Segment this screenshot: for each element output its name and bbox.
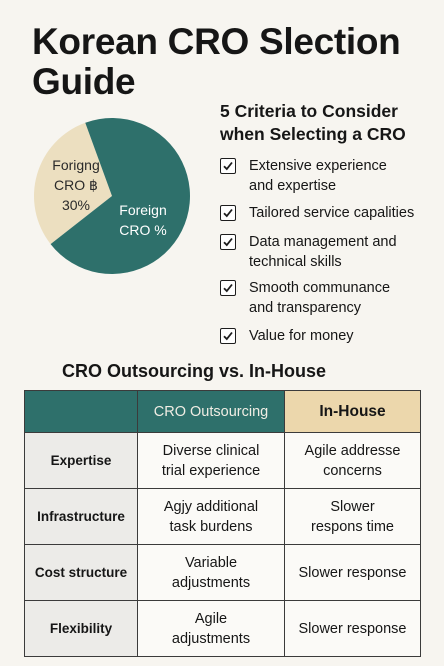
table-cell: Slower response bbox=[284, 544, 421, 601]
cell-line: Slower response bbox=[298, 564, 407, 581]
criteria-item-line: and expertise bbox=[249, 178, 337, 194]
pie-label-foreign-line: Foreign bbox=[119, 202, 167, 218]
cell-line: Diverse clinical bbox=[162, 442, 260, 459]
market-share-pie-chart bbox=[33, 118, 190, 274]
table-cell: Variable adjustments bbox=[137, 544, 285, 601]
table-row: Flexibility Agile adjustments Slower res… bbox=[24, 600, 421, 657]
check-icon[interactable] bbox=[220, 205, 236, 221]
criteria-item-line: technical skills bbox=[249, 254, 342, 270]
cell-line: Variable bbox=[184, 554, 238, 571]
cell-line: Slower response bbox=[298, 620, 407, 637]
table-header-row: CRO Outsourcing In-House bbox=[24, 390, 421, 433]
cell-line: Agile addresse bbox=[304, 442, 401, 459]
column-header-inhouse: In-House bbox=[284, 390, 421, 433]
criteria-item-text: Extensive experience and expertise bbox=[249, 156, 444, 196]
comparison-table: CRO Outsourcing In-House Expertise Diver… bbox=[24, 390, 421, 657]
criteria-item-text: Data management and technical skills bbox=[249, 232, 444, 272]
table-cell: Agjy additional task burdens bbox=[137, 488, 285, 545]
criteria-item-text: Smooth communance and transparency bbox=[249, 278, 444, 318]
cell-line: task burdens bbox=[169, 518, 253, 535]
check-icon[interactable] bbox=[220, 234, 236, 250]
cell-line: respons time bbox=[310, 518, 394, 535]
table-cell: Slower response bbox=[284, 600, 421, 657]
pie-label-korean-line: 30% bbox=[61, 197, 91, 213]
table-cell: Slower respons time bbox=[284, 488, 421, 545]
cell-line: Agile bbox=[194, 610, 228, 627]
row-header: Infrastructure bbox=[24, 488, 138, 545]
pie-label-korean-line: Forigng bbox=[52, 157, 100, 173]
cell-line: Agjy additional bbox=[163, 498, 259, 515]
row-header: Cost structure bbox=[24, 544, 138, 601]
pie-slice-korean bbox=[33, 122, 112, 245]
table-row: Cost structure Variable adjustments Slow… bbox=[24, 544, 421, 601]
pie-label-foreign: Foreign CRO % bbox=[105, 200, 181, 240]
cell-line: trial experience bbox=[161, 462, 261, 479]
row-header: Expertise bbox=[24, 432, 138, 489]
criteria-item-text: Value for money bbox=[249, 326, 444, 346]
check-icon[interactable] bbox=[220, 328, 236, 344]
criteria-item-line: Smooth communance bbox=[249, 280, 391, 296]
criteria-item-line: Value for money bbox=[249, 328, 354, 344]
criteria-item-line: and transparency bbox=[249, 300, 362, 316]
criteria-item-line: Tailored service capalities bbox=[249, 205, 415, 221]
page-title: Korean CRO Slection Guide bbox=[32, 21, 401, 102]
pie-label-korean-line: CRO ฿ bbox=[54, 177, 98, 193]
criteria-title: 5 Criteria to Consider when Selecting a … bbox=[220, 101, 406, 144]
pie-label-korean: Forigng CRO ฿ 30% bbox=[40, 155, 112, 215]
criteria-item-line: Extensive experience bbox=[249, 158, 387, 174]
table-cell: Diverse clinical trial experience bbox=[137, 432, 285, 489]
check-icon[interactable] bbox=[220, 280, 236, 296]
criteria-item-line: Data management and bbox=[249, 234, 397, 250]
cell-line: adjustments bbox=[171, 574, 251, 591]
table-row: Expertise Diverse clinical trial experie… bbox=[24, 432, 421, 489]
table-corner-cell bbox=[24, 390, 138, 433]
table-cell: Agile adjustments bbox=[137, 600, 285, 657]
comparison-title: CRO Outsourcing vs. In-House bbox=[62, 361, 327, 381]
column-header-outsourcing: CRO Outsourcing bbox=[137, 390, 285, 433]
criteria-item-text: Tailored service capalities bbox=[249, 203, 444, 223]
table-row: Infrastructure Agjy additional task burd… bbox=[24, 488, 421, 545]
table-cell: Agile addresse concerns bbox=[284, 432, 421, 489]
pie-slice-foreign bbox=[50, 118, 190, 274]
check-icon[interactable] bbox=[220, 158, 236, 174]
row-header: Flexibility bbox=[24, 600, 138, 657]
pie-label-foreign-line: CRO % bbox=[119, 222, 167, 238]
cell-line: Slower bbox=[330, 498, 375, 515]
cell-line: concerns bbox=[323, 462, 382, 479]
cell-line: adjustments bbox=[171, 630, 251, 647]
